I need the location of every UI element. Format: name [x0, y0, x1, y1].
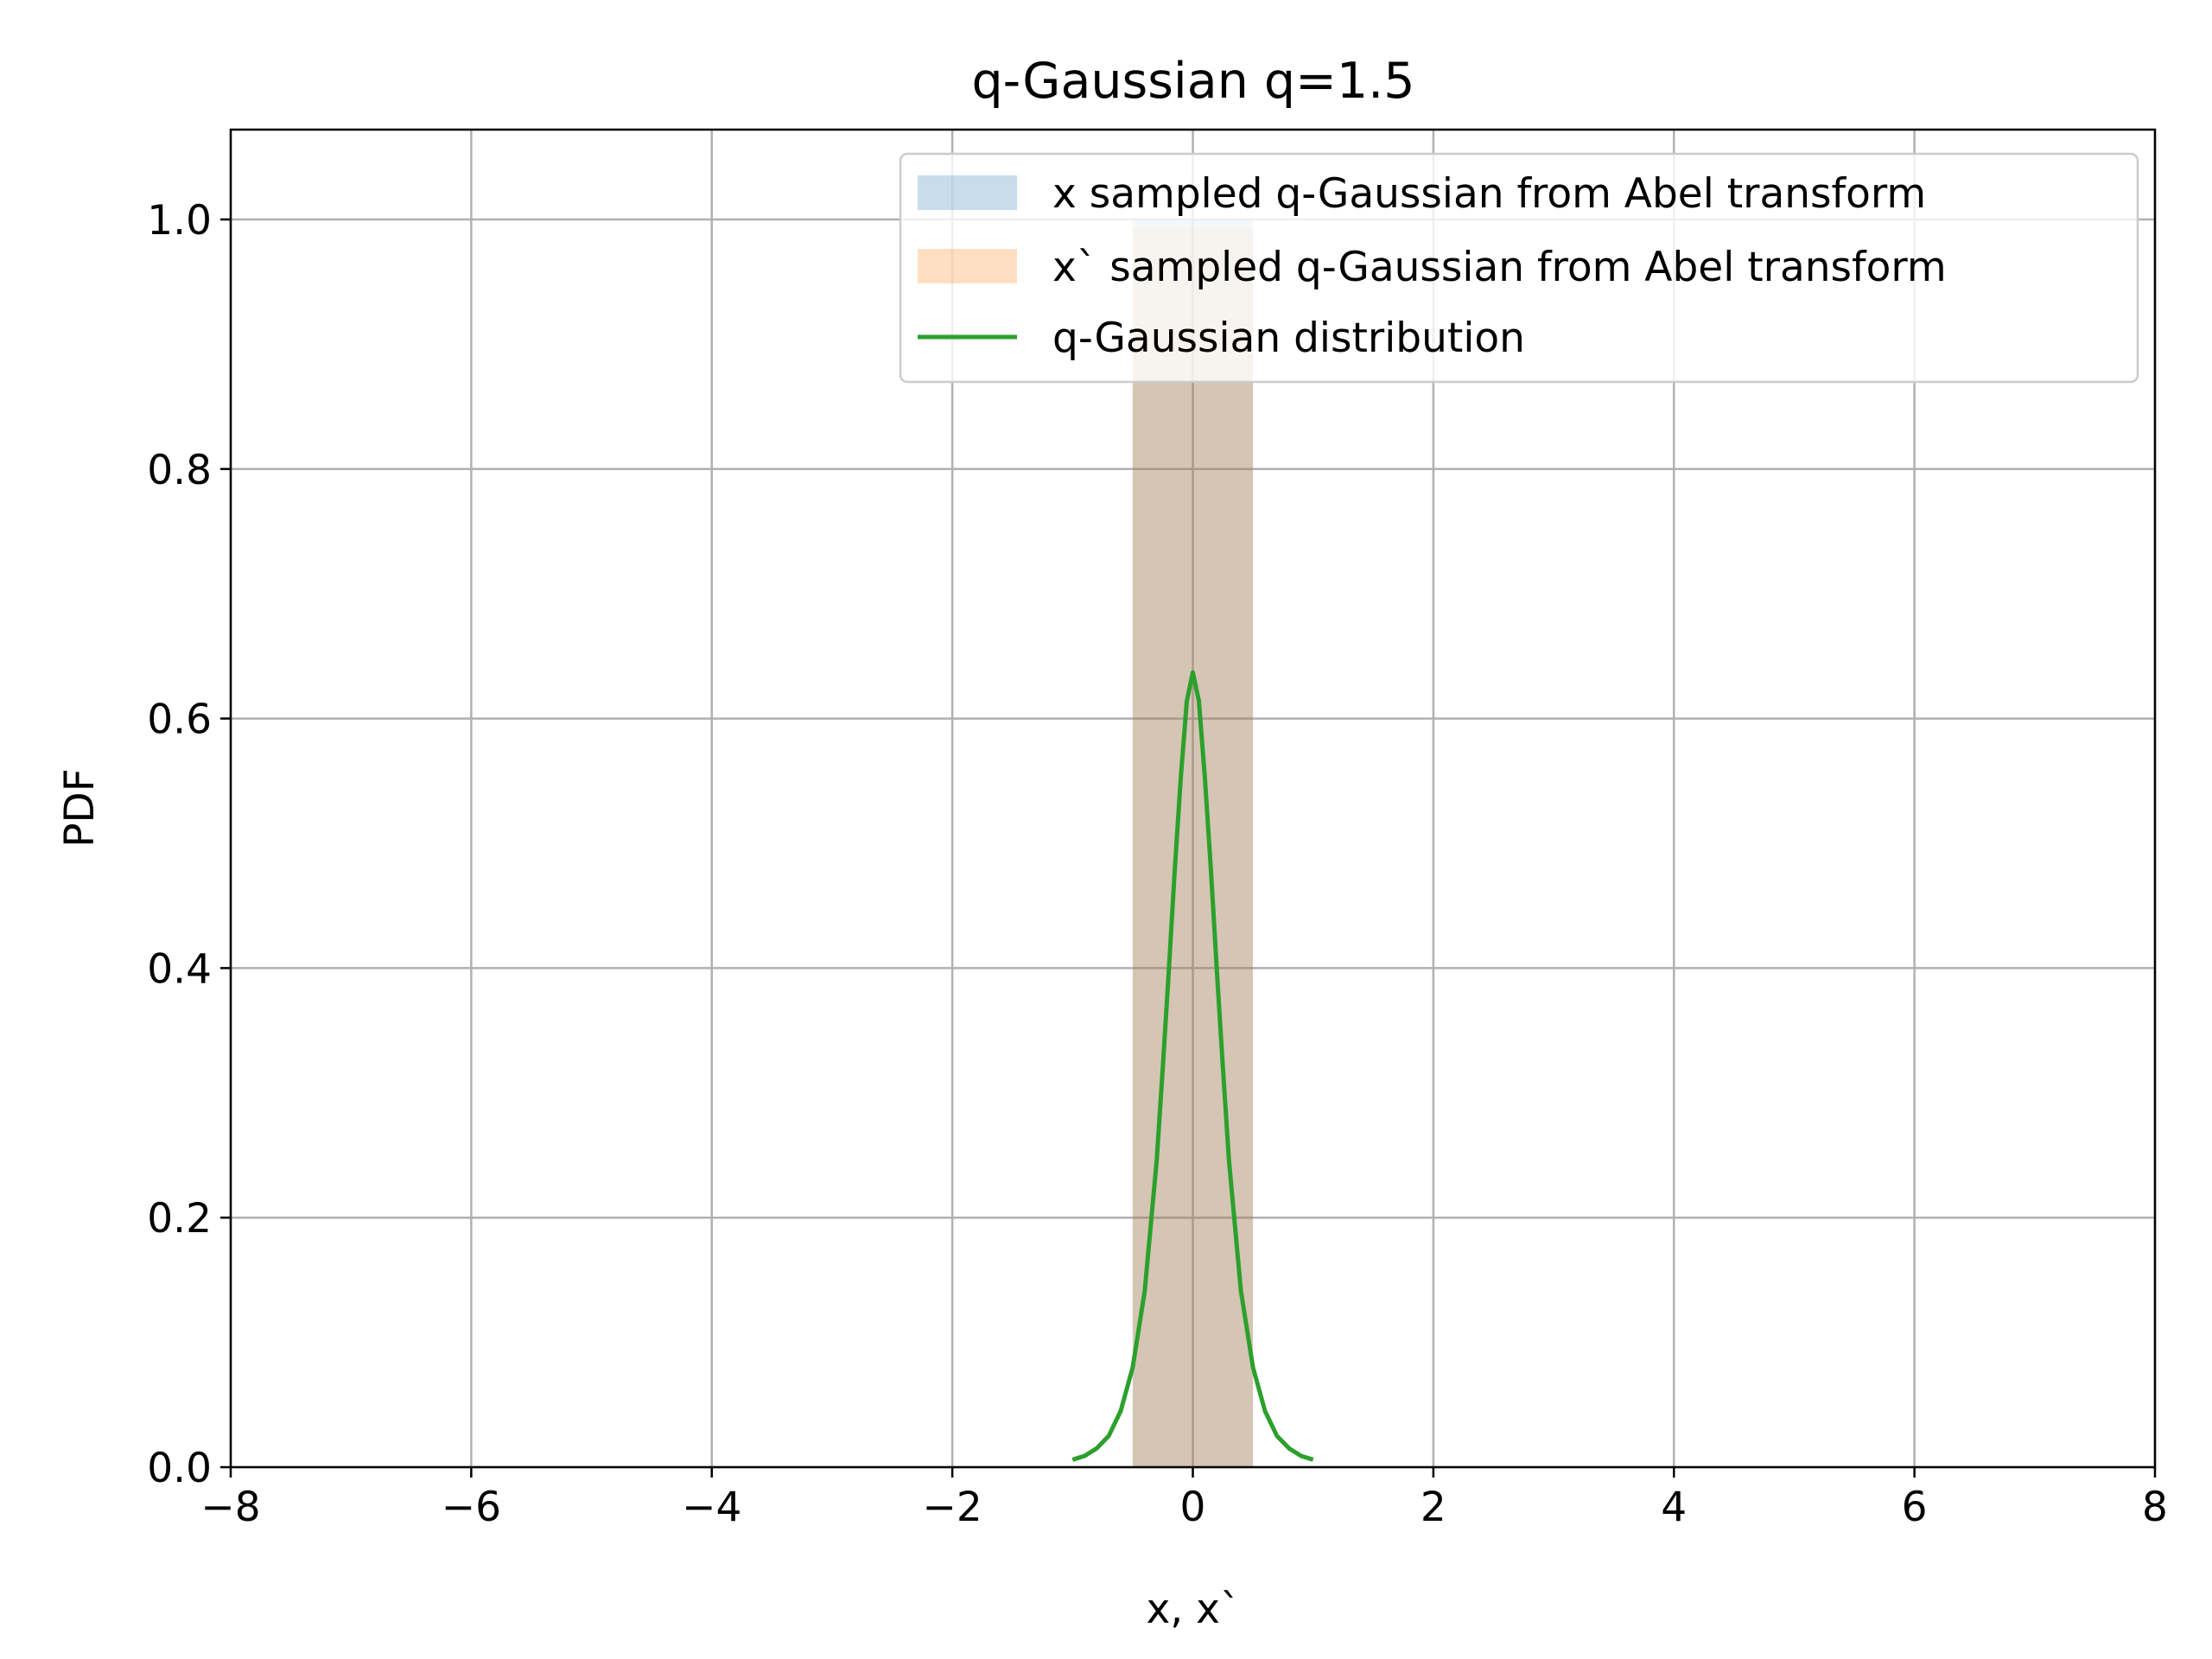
legend-label-x-hist: x sampled q-Gaussian from Abel transform [1052, 170, 1926, 218]
series-line-0 [1071, 670, 1314, 1462]
y-axis-label: PDF [56, 768, 104, 848]
histogram-bar-1 [1132, 228, 1254, 1467]
legend-label-xprime-hist: x` sampled q-Gaussian from Abel transfor… [1052, 244, 1947, 291]
x-tick-label: 4 [1661, 1484, 1687, 1531]
x-axis-ticks: −8 −6 −4 −2 0 2 4 6 8 [200, 1467, 2168, 1531]
y-tick-label: 0.8 [147, 447, 212, 494]
x-tick-label: 0 [1180, 1484, 1206, 1531]
legend-box [899, 152, 2139, 384]
x-tick-label: 2 [1421, 1484, 1446, 1531]
y-axis-ticks: 0.0 0.2 0.4 0.6 0.8 1.0 [147, 197, 231, 1492]
legend-label-q-gaussian: q-Gaussian distribution [1052, 315, 1525, 362]
chart-title: q-Gaussian q=1.5 [971, 53, 1414, 110]
x-axis-label: x, x` [1146, 1586, 1240, 1633]
y-tick-label: 0.4 [147, 945, 212, 993]
histogram-bar-0 [1132, 219, 1254, 1467]
y-tick-label: 0.0 [147, 1445, 212, 1492]
x-tick-label: 8 [2142, 1484, 2168, 1531]
legend: x sampled q-Gaussian from Abel transform… [899, 152, 2139, 384]
legend-swatch-xprime-hist [918, 249, 1017, 283]
x-tick-label: −6 [442, 1484, 501, 1531]
y-tick-label: 0.2 [147, 1195, 212, 1243]
x-tick-label: −8 [200, 1484, 260, 1531]
series-lines [1071, 670, 1314, 1462]
x-tick-label: 6 [1902, 1484, 1928, 1531]
x-tick-label: −2 [922, 1484, 982, 1531]
legend-swatch-x-hist [918, 175, 1017, 210]
y-tick-label: 0.6 [147, 696, 212, 744]
x-tick-label: −4 [682, 1484, 741, 1531]
histogram-bars [1132, 219, 1254, 1467]
y-tick-label: 1.0 [147, 197, 212, 245]
